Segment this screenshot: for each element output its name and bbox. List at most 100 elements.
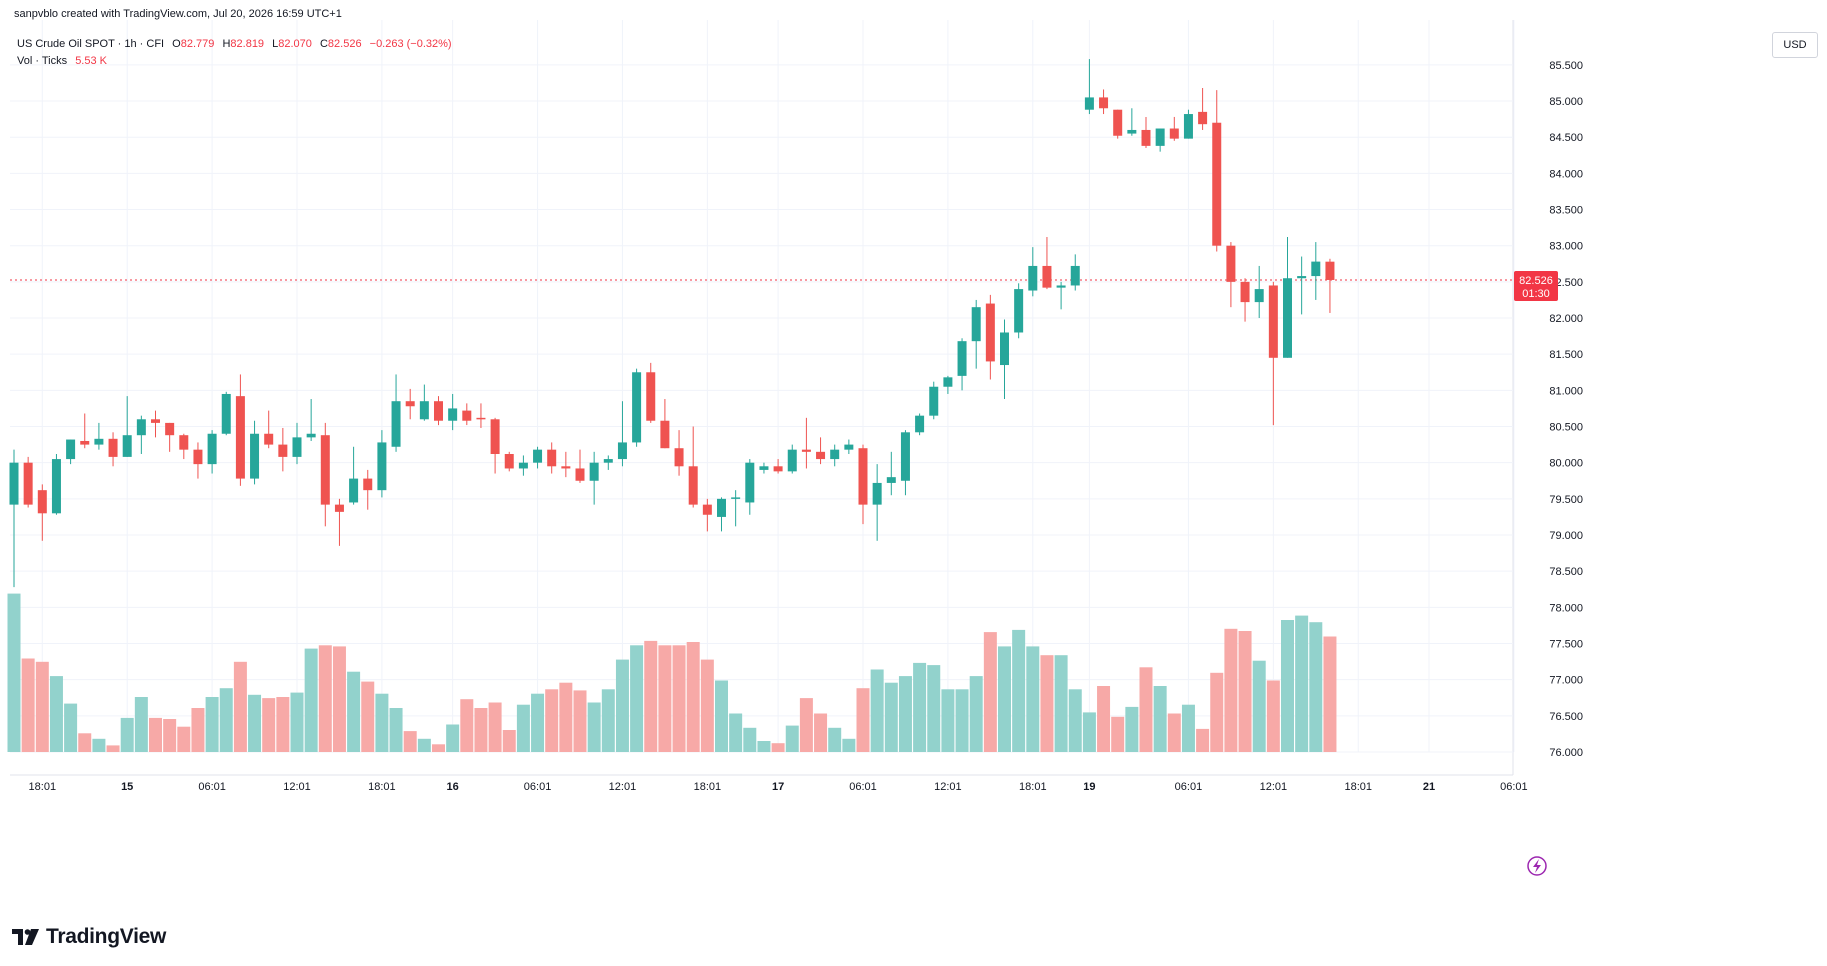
volume-bar: [1210, 672, 1224, 752]
volume-bar: [21, 658, 35, 752]
candle: [391, 374, 401, 452]
candle: [377, 430, 387, 498]
candle-body: [207, 433, 217, 465]
candle: [702, 498, 712, 532]
price-tick-label: 85.500: [1549, 60, 1583, 72]
candle-body: [221, 393, 231, 434]
volume-label[interactable]: Vol · Ticks: [17, 55, 68, 67]
candle-body: [1014, 289, 1024, 333]
candle-body: [349, 478, 359, 503]
candle: [929, 381, 939, 420]
candle: [801, 417, 811, 469]
volume-bar: [700, 659, 714, 752]
candle-body: [1028, 265, 1038, 291]
candle: [349, 446, 359, 505]
candle-body: [1283, 278, 1292, 358]
candle-body: [1297, 276, 1307, 279]
candle: [1099, 89, 1109, 115]
candle-body: [547, 449, 557, 467]
candle-body: [872, 482, 882, 505]
volume-bar: [163, 719, 177, 752]
candle: [745, 459, 755, 515]
time-tick-label: 12:01: [283, 781, 311, 793]
volume-bar: [1309, 622, 1323, 752]
candle-body: [985, 303, 995, 362]
candle-body: [66, 439, 76, 460]
candle: [1254, 265, 1264, 319]
volume-bar: [219, 688, 233, 752]
candle: [278, 427, 288, 472]
price-tick-label: 76.500: [1549, 711, 1583, 723]
candle-body: [632, 372, 642, 443]
volume-bar: [884, 682, 898, 752]
volume-bar: [1323, 636, 1337, 752]
volume-bar: [1224, 628, 1238, 752]
volume-bar: [601, 689, 615, 752]
candle-body: [405, 401, 415, 407]
volume-bar: [347, 671, 361, 752]
candle-body: [1000, 332, 1009, 366]
candle: [1113, 109, 1123, 139]
candle: [235, 374, 245, 486]
candle: [292, 422, 302, 465]
candle: [504, 451, 514, 472]
volume-bar: [432, 744, 445, 752]
candle-body: [688, 466, 698, 505]
legend-price-row: US Crude Oil SPOT · 1h · CFI O82.779 H82…: [17, 36, 452, 53]
price-tick-label: 84.000: [1549, 168, 1583, 180]
symbol-title[interactable]: US Crude Oil SPOT · 1h · CFI: [17, 38, 165, 50]
price-tick-label: 80.500: [1549, 422, 1583, 434]
candle: [136, 415, 146, 455]
flash-icon[interactable]: [1527, 856, 1547, 876]
candle-body: [943, 377, 953, 387]
candle: [419, 384, 429, 421]
candle: [660, 399, 670, 449]
candle-body: [886, 477, 896, 483]
candle-body: [419, 401, 429, 420]
candle-body: [292, 437, 302, 457]
legend: US Crude Oil SPOT · 1h · CFI O82.779 H82…: [17, 36, 452, 70]
volume-bar: [545, 689, 559, 752]
candle-body: [717, 498, 726, 517]
candle: [858, 444, 868, 525]
candle: [830, 444, 840, 467]
candle: [589, 451, 599, 505]
candle-body: [334, 504, 344, 512]
volume-bar: [1068, 689, 1082, 752]
volume-bar: [941, 689, 955, 752]
volume-bar: [1153, 686, 1167, 752]
volume-bar: [1238, 631, 1252, 752]
candle: [617, 401, 627, 467]
candle-body: [1070, 265, 1080, 286]
time-tick-label: 18:01: [1019, 781, 1047, 793]
price-tick-label: 77.500: [1549, 639, 1583, 651]
candle: [1084, 59, 1094, 115]
candle-body: [23, 462, 33, 505]
candle-body: [702, 504, 712, 515]
volume-bar: [573, 690, 587, 752]
price-axis: 85.50085.00084.50084.00083.50083.00082.5…: [1549, 60, 1583, 759]
volume-bar: [870, 669, 884, 752]
candle: [363, 469, 373, 510]
candle: [1268, 281, 1278, 426]
volume-bar: [658, 645, 672, 752]
price-tick-label: 83.000: [1549, 241, 1583, 253]
candle: [405, 388, 415, 420]
candle-body: [1056, 285, 1066, 288]
candle: [37, 484, 47, 541]
currency-button[interactable]: USD: [1772, 32, 1818, 58]
volume-bar: [898, 676, 912, 752]
high-value: 82.819: [230, 38, 265, 50]
candle: [1297, 256, 1307, 315]
candle-body: [278, 444, 288, 457]
candle-body: [235, 396, 245, 479]
volume-bar: [729, 713, 743, 752]
time-axis: 18:01 15 06:01 12:01 18:01 16 06:01 12:01 18:01 1…: [29, 781, 1528, 793]
volume-bar: [7, 593, 21, 752]
candle-body: [306, 433, 316, 438]
volume-bar: [1012, 629, 1026, 752]
candle-body: [462, 410, 472, 421]
candle: [151, 410, 160, 438]
candle: [80, 413, 90, 449]
